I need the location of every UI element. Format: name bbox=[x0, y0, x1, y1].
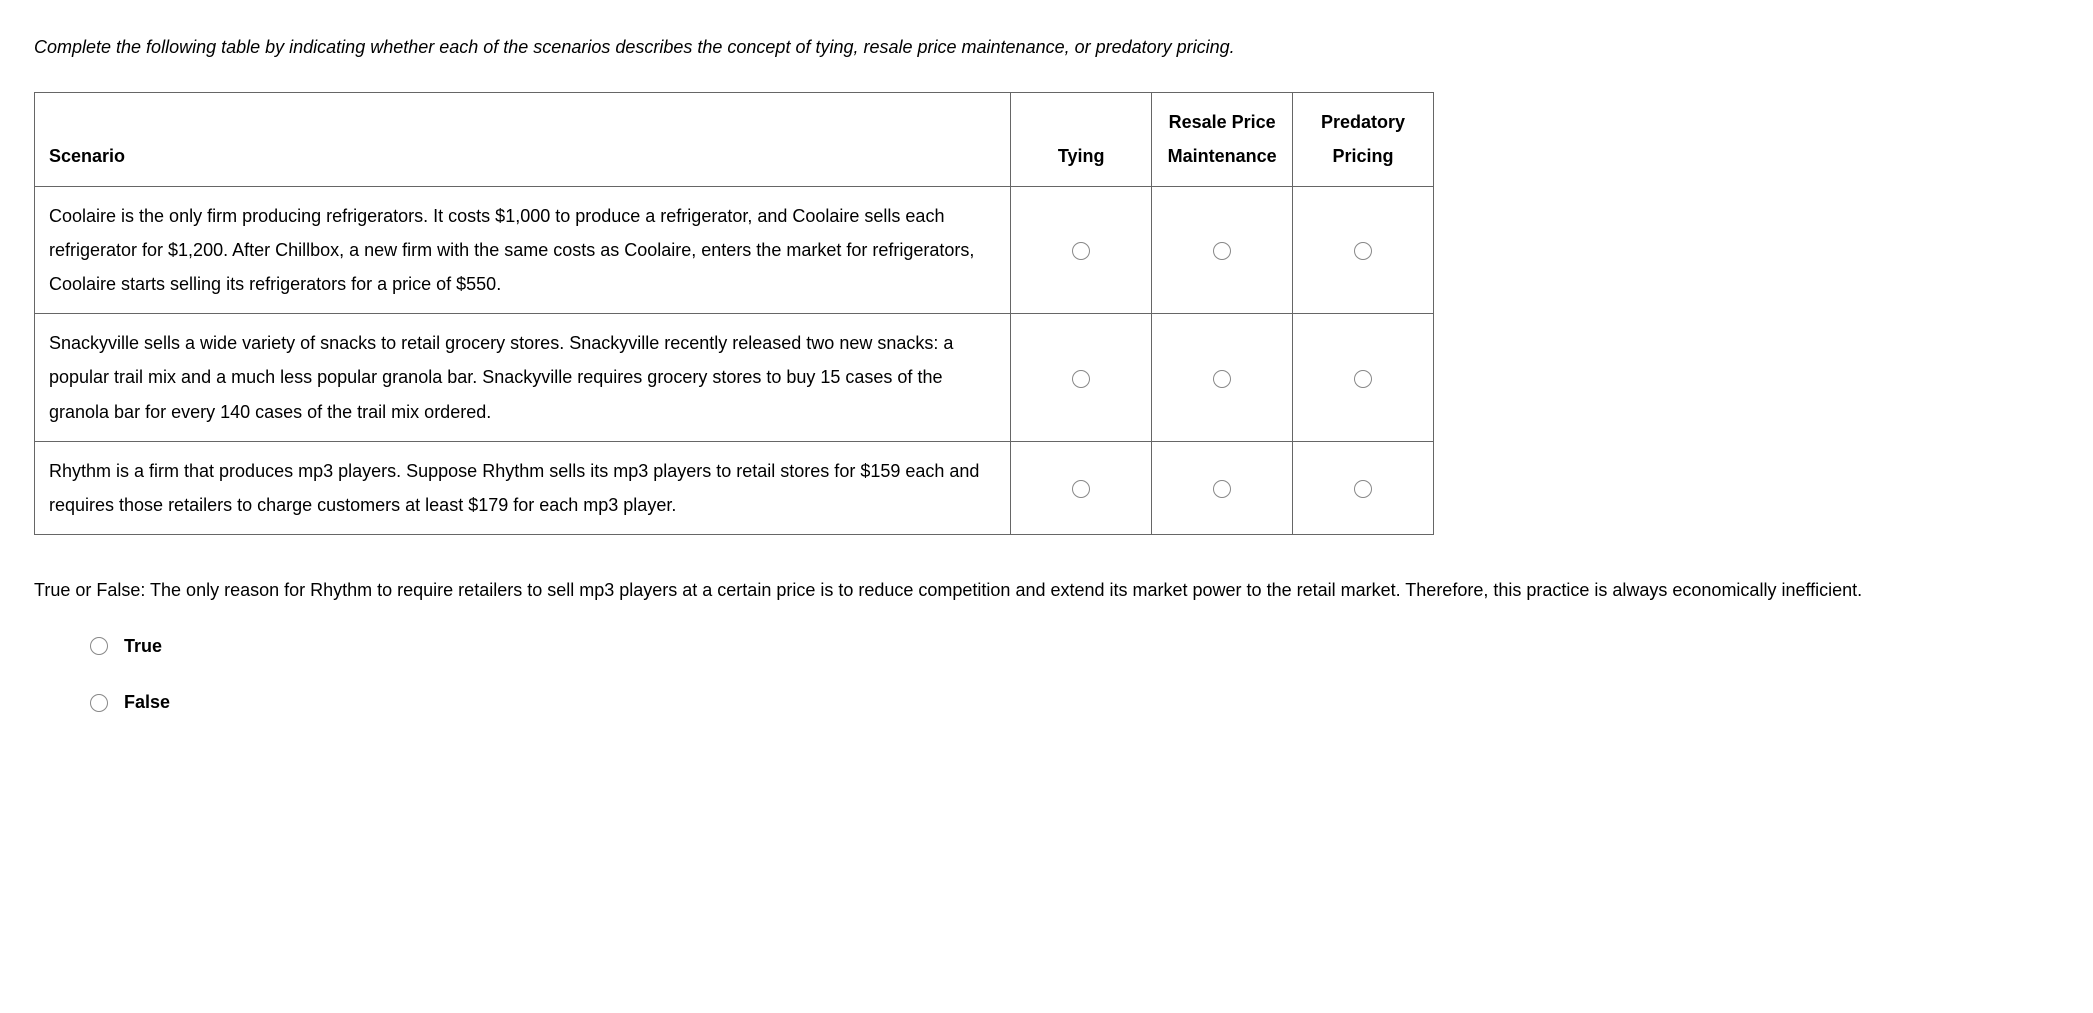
radio-tying-0[interactable] bbox=[1072, 242, 1090, 260]
table-header-row: Scenario Tying Resale Price Maintenance … bbox=[35, 93, 1434, 186]
table-row: Rhythm is a firm that produces mp3 playe… bbox=[35, 441, 1434, 534]
radio-tying-1[interactable] bbox=[1072, 370, 1090, 388]
radio-predatory-0[interactable] bbox=[1354, 242, 1372, 260]
radio-predatory-1[interactable] bbox=[1354, 370, 1372, 388]
header-tying: Tying bbox=[1011, 93, 1152, 186]
tf-row-false: False bbox=[90, 685, 2059, 719]
radio-predatory-2[interactable] bbox=[1354, 480, 1372, 498]
scenario-cell: Coolaire is the only firm producing refr… bbox=[35, 186, 1011, 314]
scenario-table: Scenario Tying Resale Price Maintenance … bbox=[34, 92, 1434, 535]
tf-label-false: False bbox=[124, 685, 170, 719]
table-row: Coolaire is the only firm producing refr… bbox=[35, 186, 1434, 314]
header-scenario: Scenario bbox=[35, 93, 1011, 186]
true-false-options: True False bbox=[34, 629, 2059, 719]
scenario-cell: Snackyville sells a wide variety of snac… bbox=[35, 314, 1011, 442]
radio-resale-1[interactable] bbox=[1213, 370, 1231, 388]
radio-tying-2[interactable] bbox=[1072, 480, 1090, 498]
radio-resale-0[interactable] bbox=[1213, 242, 1231, 260]
radio-resale-2[interactable] bbox=[1213, 480, 1231, 498]
true-false-question: True or False: The only reason for Rhyth… bbox=[34, 573, 2059, 607]
tf-row-true: True bbox=[90, 629, 2059, 663]
tf-label-true: True bbox=[124, 629, 162, 663]
header-resale: Resale Price Maintenance bbox=[1152, 93, 1293, 186]
radio-false[interactable] bbox=[90, 694, 108, 712]
table-row: Snackyville sells a wide variety of snac… bbox=[35, 314, 1434, 442]
header-predatory: Predatory Pricing bbox=[1293, 93, 1434, 186]
scenario-cell: Rhythm is a firm that produces mp3 playe… bbox=[35, 441, 1011, 534]
radio-true[interactable] bbox=[90, 637, 108, 655]
instruction-text: Complete the following table by indicati… bbox=[34, 30, 2059, 64]
